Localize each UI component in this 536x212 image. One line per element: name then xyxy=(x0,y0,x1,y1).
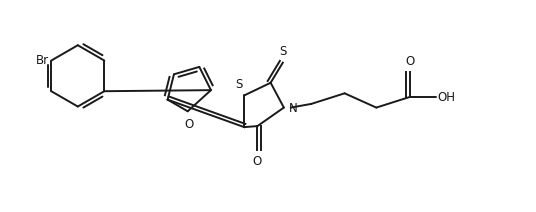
Text: N: N xyxy=(289,102,298,115)
Text: O: O xyxy=(253,155,262,168)
Text: O: O xyxy=(185,118,194,131)
Text: S: S xyxy=(235,78,243,91)
Text: Br: Br xyxy=(35,54,49,67)
Text: O: O xyxy=(405,55,414,68)
Text: S: S xyxy=(279,45,286,58)
Text: OH: OH xyxy=(437,91,456,103)
